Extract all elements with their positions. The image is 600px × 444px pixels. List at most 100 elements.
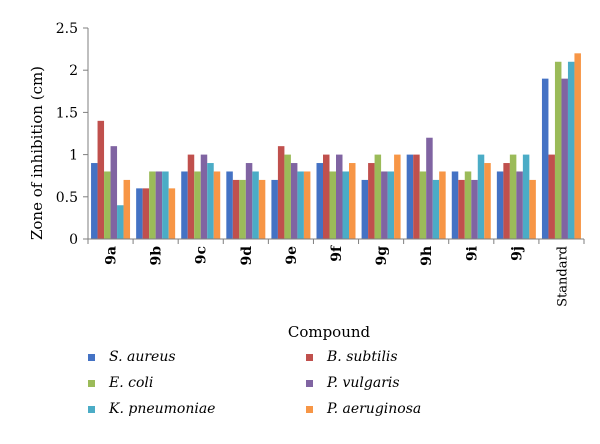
legend-item: K. pneumoniae (88, 398, 215, 420)
bar-9a-2 (97, 120, 105, 239)
bar-9g-6 (394, 154, 401, 239)
x-tick-label-9b: 9b (149, 246, 165, 266)
bar-Standard-6 (574, 53, 581, 239)
bar-9d-4 (245, 163, 253, 239)
bar-9f-1 (316, 163, 323, 239)
bar-9f-4 (336, 154, 343, 239)
axes-group (83, 27, 585, 244)
bar-9j-6 (529, 179, 536, 239)
bar-9b-5 (162, 171, 169, 239)
bar-9h-6 (439, 171, 446, 239)
bar-9j-2 (503, 163, 510, 239)
x-tick-label-9d: 9d (239, 246, 255, 266)
x-axis-label: Compound (288, 323, 371, 341)
y-tick-label: 2.5 (56, 21, 78, 37)
y-axis-label: Zone of inhibition (cm) (28, 66, 46, 240)
bar-9a-4 (110, 146, 118, 239)
y-tick-label: 0 (69, 232, 78, 248)
bar-9j-5 (522, 154, 530, 239)
x-tick-label-9f: 9f (329, 245, 345, 262)
bar-9c-4 (200, 154, 208, 239)
x-tick-label-9c: 9c (194, 246, 210, 264)
bar-9h-1 (406, 154, 414, 239)
bar-9d-2 (232, 179, 240, 239)
bar-9f-2 (323, 154, 330, 239)
bar-9b-4 (155, 171, 163, 239)
legend-label: P. aeruginosa (327, 401, 422, 417)
bar-9e-2 (277, 146, 285, 239)
legend-swatch (306, 405, 313, 413)
bar-9d-5 (252, 171, 259, 239)
x-tick-label-9h: 9h (419, 246, 435, 266)
bar-9e-4 (290, 163, 298, 239)
legend-label: K. pneumoniae (109, 401, 216, 417)
legend-swatch (306, 379, 313, 387)
bar-9b-3 (149, 171, 156, 239)
legend-item: B. subtilis (306, 346, 398, 368)
x-tick-label-Standard: Standard (556, 246, 571, 307)
bar-Standard-4 (561, 78, 568, 239)
legend-item: P. vulgaris (306, 372, 400, 394)
bar-Standard-5 (567, 61, 575, 240)
bar-9g-4 (381, 171, 388, 239)
x-tick-labels: 9a 9b 9c 9d 9e 9f 9g 9h 9i 9j Standard (104, 245, 571, 307)
bar-9e-5 (297, 171, 304, 239)
legend-item: P. aeruginosa (306, 398, 421, 420)
bar-9c-5 (207, 163, 214, 239)
bar-9g-5 (387, 171, 395, 239)
bar-Standard-1 (541, 78, 549, 239)
bar-9i-2 (458, 179, 465, 239)
bars-group (91, 53, 581, 240)
bar-9i-5 (477, 154, 485, 239)
y-tick-labels: 0 0.5 1 1.5 2 2.5 (56, 21, 78, 248)
x-tick-label-9a: 9a (104, 246, 120, 265)
x-tick-label-9e: 9e (284, 246, 300, 265)
bar-9j-1 (496, 171, 504, 239)
bar-9c-6 (213, 171, 221, 239)
bar-9b-6 (168, 188, 176, 239)
legend-label: B. subtilis (327, 349, 398, 365)
bar-9a-1 (91, 163, 98, 239)
bar-9f-6 (349, 163, 356, 239)
bar-9i-1 (451, 171, 459, 239)
legend-label: E. coli (109, 375, 154, 391)
bar-9b-2 (142, 188, 150, 239)
y-tick-label: 0.5 (56, 190, 78, 206)
legend: S. aureus B. subtilis E. coli P. vulgaris K.… (88, 346, 508, 442)
legend-label: P. vulgaris (327, 375, 400, 391)
bar-9a-5 (117, 205, 124, 239)
bar-9f-5 (342, 171, 349, 239)
bar-9d-6 (258, 179, 266, 239)
bar-9j-3 (509, 154, 517, 239)
y-tick-label: 1.5 (56, 105, 78, 121)
bar-9j-4 (516, 171, 523, 239)
bar-Standard-2 (548, 154, 555, 239)
bar-9d-3 (239, 179, 246, 239)
bar-9f-3 (329, 171, 336, 239)
bar-9g-2 (368, 163, 375, 239)
bar-9c-2 (187, 154, 195, 239)
bar-9b-1 (136, 188, 143, 239)
bar-9g-3 (374, 154, 382, 239)
bar-9i-4 (471, 179, 478, 239)
bar-9a-6 (123, 179, 131, 239)
bar-9i-3 (464, 171, 472, 239)
bar-9h-3 (419, 171, 427, 239)
bar-9i-6 (484, 163, 491, 239)
legend-item: E. coli (88, 372, 153, 394)
bar-9h-5 (432, 179, 440, 239)
bar-9d-1 (226, 171, 233, 239)
y-tick-label: 1 (69, 148, 78, 164)
x-tick-label-9j: 9j (509, 246, 525, 261)
x-tick-label-9i: 9i (464, 246, 480, 261)
bar-9g-1 (361, 179, 369, 239)
legend-swatch (88, 405, 95, 413)
legend-item: S. aureus (88, 346, 176, 368)
y-tick-label: 2 (69, 63, 78, 79)
bar-9c-3 (194, 171, 201, 239)
bar-9c-1 (181, 171, 188, 239)
legend-swatch (88, 353, 95, 361)
legend-swatch (306, 353, 313, 361)
bar-9a-3 (104, 171, 111, 239)
